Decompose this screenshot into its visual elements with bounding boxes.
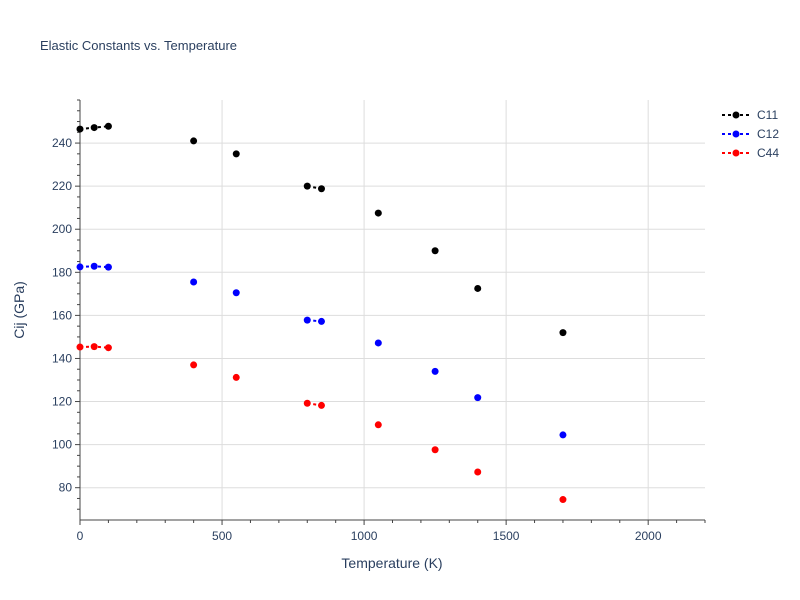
legend-label: C11 bbox=[757, 108, 778, 122]
data-point bbox=[90, 262, 98, 270]
y-axis-title: Cij (GPa) bbox=[11, 281, 27, 339]
data-point bbox=[76, 343, 84, 351]
data-point bbox=[374, 209, 382, 217]
series-c44 bbox=[76, 343, 567, 504]
legend-label: C44 bbox=[757, 146, 779, 160]
data-point bbox=[76, 263, 84, 271]
legend-marker bbox=[732, 130, 740, 138]
series-c11 bbox=[76, 122, 567, 337]
legend-label: C12 bbox=[757, 127, 779, 141]
data-point bbox=[559, 431, 567, 439]
x-tick-label: 1500 bbox=[493, 529, 520, 543]
data-point bbox=[431, 367, 439, 375]
data-point bbox=[104, 122, 112, 130]
legend-marker bbox=[732, 111, 740, 119]
x-tick-label: 0 bbox=[77, 529, 84, 543]
data-point bbox=[303, 316, 311, 324]
x-axis-title: Temperature (K) bbox=[341, 555, 442, 571]
series-c12 bbox=[76, 262, 567, 439]
legend-item-c12[interactable]: C12 bbox=[722, 127, 779, 141]
data-point bbox=[190, 361, 198, 369]
data-point bbox=[317, 185, 325, 193]
axes: 0 500 1000 1500 2000 80 100 120 140 160 180 200 220 2… bbox=[52, 99, 706, 543]
y-tick-label: 200 bbox=[52, 222, 72, 236]
data-point bbox=[431, 247, 439, 255]
data-point bbox=[232, 373, 240, 381]
y-tick-label: 80 bbox=[59, 481, 73, 495]
chart-title: Elastic Constants vs. Temperature bbox=[40, 38, 237, 53]
data-point bbox=[317, 317, 325, 325]
y-tick-label: 140 bbox=[52, 351, 72, 365]
data-point bbox=[232, 150, 240, 158]
data-point bbox=[190, 278, 198, 286]
y-tick-label: 100 bbox=[52, 438, 72, 452]
data-point bbox=[303, 182, 311, 190]
legend-marker bbox=[732, 149, 740, 157]
data-point bbox=[559, 329, 567, 337]
y-tick-label: 220 bbox=[52, 179, 72, 193]
data-point bbox=[104, 344, 112, 352]
data-point bbox=[303, 399, 311, 407]
grid-lines bbox=[80, 100, 705, 520]
data-point bbox=[474, 284, 482, 292]
legend-item-c44[interactable]: C44 bbox=[722, 146, 779, 160]
y-tick-label: 160 bbox=[52, 308, 72, 322]
data-point bbox=[474, 394, 482, 402]
y-tick-label: 120 bbox=[52, 395, 72, 409]
data-point bbox=[104, 263, 112, 271]
y-tick-label: 240 bbox=[52, 136, 72, 150]
data-point bbox=[90, 124, 98, 132]
data-point bbox=[76, 125, 84, 133]
data-point bbox=[431, 446, 439, 454]
x-tick-label: 1000 bbox=[351, 529, 378, 543]
y-tick-label: 180 bbox=[52, 265, 72, 279]
data-point bbox=[190, 137, 198, 145]
data-point bbox=[559, 496, 567, 504]
data-point bbox=[317, 401, 325, 409]
data-point bbox=[374, 339, 382, 347]
data-point bbox=[232, 289, 240, 297]
legend-item-c11[interactable]: C11 bbox=[722, 108, 778, 122]
x-tick-label: 2000 bbox=[635, 529, 662, 543]
data-point bbox=[90, 343, 98, 351]
data-point bbox=[374, 421, 382, 429]
legend[interactable]: C11 C12 C44 bbox=[722, 108, 779, 160]
series-layer bbox=[76, 122, 567, 504]
x-tick-label: 500 bbox=[212, 529, 232, 543]
data-point bbox=[474, 468, 482, 476]
